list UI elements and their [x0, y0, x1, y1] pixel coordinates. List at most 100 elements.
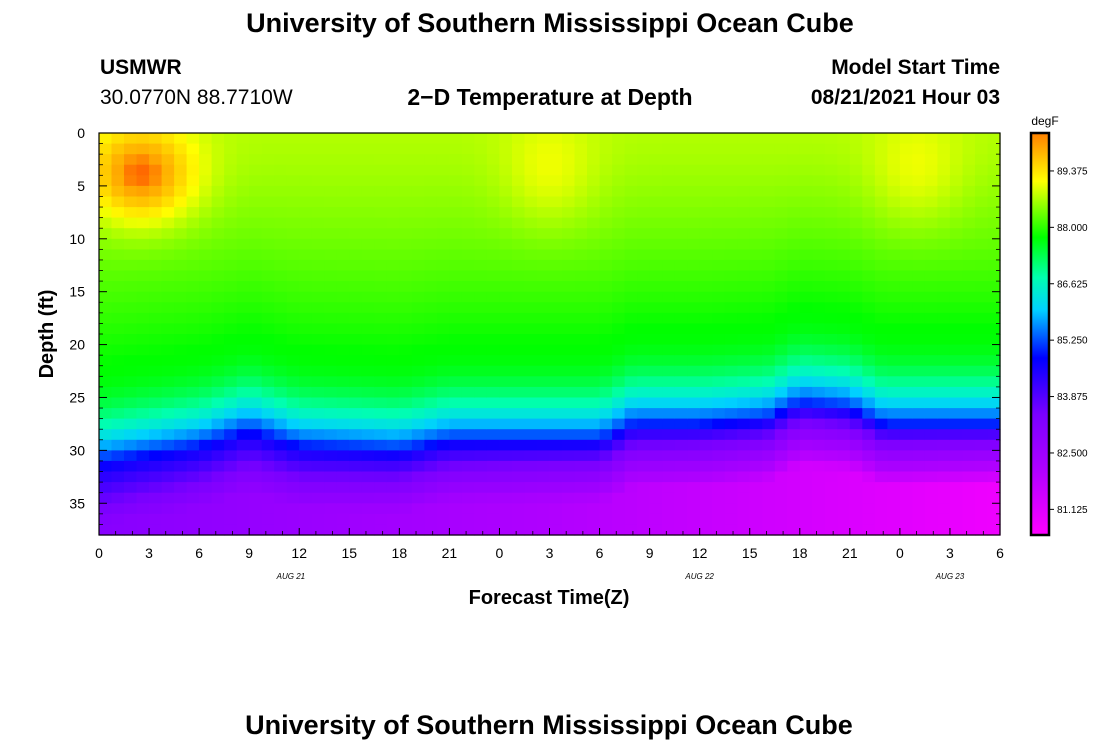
heatmap-cell [612, 365, 626, 377]
heatmap-cell [299, 238, 313, 250]
x-tick-label: 9 [245, 545, 253, 561]
heatmap-cell [987, 439, 1001, 451]
heatmap-cell [136, 460, 150, 473]
heatmap-cell [512, 460, 526, 473]
heatmap-cell [637, 408, 651, 420]
heatmap-cell [949, 312, 963, 324]
heatmap-cell [787, 524, 801, 536]
heatmap-cell [649, 513, 663, 525]
heatmap-cell [336, 228, 350, 240]
heatmap-cell [762, 492, 776, 504]
heatmap-cell [887, 365, 901, 377]
heatmap-cell [324, 185, 338, 198]
heatmap-cell [912, 334, 926, 346]
heatmap-cell [361, 312, 375, 324]
heatmap-cell [624, 355, 638, 367]
heatmap-cell [612, 154, 626, 166]
heatmap-cell [774, 228, 788, 240]
heatmap-cell [324, 482, 338, 494]
heatmap-cell [474, 291, 488, 303]
heatmap-cell [386, 386, 400, 399]
heatmap-cell [824, 259, 838, 272]
heatmap-cell [299, 355, 313, 367]
heatmap-cell [987, 524, 1001, 536]
heatmap-cell [887, 439, 901, 451]
heatmap-cell [274, 291, 288, 303]
heatmap-cell [386, 503, 400, 515]
heatmap-cell [937, 386, 951, 399]
heatmap-cell [424, 460, 438, 473]
heatmap-cell [912, 228, 926, 240]
heatmap-cell [461, 175, 475, 187]
heatmap-cell [386, 471, 400, 483]
heatmap-cell [962, 355, 976, 367]
heatmap-cell [949, 513, 963, 525]
heatmap-cell [924, 365, 938, 377]
heatmap-cell [274, 270, 288, 282]
heatmap-cell [286, 217, 300, 229]
heatmap-cell [486, 471, 500, 483]
heatmap-cell [161, 185, 175, 198]
heatmap-cell [849, 365, 863, 377]
colorbar-tick-label: 81.125 [1057, 505, 1088, 516]
heatmap-cell [649, 238, 663, 250]
heatmap-cell [574, 133, 588, 145]
heatmap-cell [674, 376, 688, 388]
heatmap-cell [174, 207, 188, 219]
heatmap-cell [211, 365, 225, 377]
heatmap-cell [124, 376, 138, 388]
heatmap-cell [524, 323, 538, 335]
heatmap-cell [612, 429, 626, 441]
heatmap-cell [286, 492, 300, 504]
heatmap-cell [612, 492, 626, 504]
heatmap-cell [349, 460, 363, 473]
heatmap-cell [824, 207, 838, 219]
heatmap-cell [749, 164, 763, 176]
heatmap-cell [737, 323, 751, 335]
heatmap-cell [474, 249, 488, 261]
heatmap-cell [324, 471, 338, 483]
heatmap-cell [662, 164, 676, 176]
heatmap-cell [311, 185, 325, 198]
heatmap-cell [111, 270, 125, 282]
heatmap-cell [887, 281, 901, 293]
heatmap-cell [149, 471, 163, 483]
heatmap-cell [349, 143, 363, 155]
heatmap-cell [874, 408, 888, 420]
heatmap-cell [687, 291, 701, 303]
heatmap-cell [311, 228, 325, 240]
heatmap-cell [386, 408, 400, 420]
heatmap-cell [299, 482, 313, 494]
heatmap-cell [449, 408, 463, 420]
heatmap-cell [699, 503, 713, 515]
heatmap-cell [887, 429, 901, 441]
heatmap-cell [411, 228, 425, 240]
heatmap-cell [136, 492, 150, 504]
heatmap-cell [599, 482, 613, 494]
heatmap-cell [849, 513, 863, 525]
heatmap-cell [274, 482, 288, 494]
heatmap-cell [612, 175, 626, 187]
heatmap-cell [887, 207, 901, 219]
heatmap-cell [436, 408, 450, 420]
heatmap-cell [411, 492, 425, 504]
heatmap-cell [537, 418, 551, 430]
heatmap-cell [161, 386, 175, 399]
heatmap-cell [762, 418, 776, 430]
heatmap-cell [324, 312, 338, 324]
heatmap-cell [449, 238, 463, 250]
heatmap-cell [587, 376, 601, 388]
heatmap-cell [336, 482, 350, 494]
heatmap-cell [849, 207, 863, 219]
heatmap-cell [849, 312, 863, 324]
heatmap-cell [849, 439, 863, 451]
heatmap-cell [449, 503, 463, 515]
heatmap-cell [562, 503, 576, 515]
heatmap-cell [799, 185, 813, 198]
heatmap-cell [411, 312, 425, 324]
heatmap-cell [537, 154, 551, 166]
heatmap-cell [286, 270, 300, 282]
heatmap-cell [461, 513, 475, 525]
heatmap-cell [361, 460, 375, 473]
heatmap-cell [474, 524, 488, 536]
